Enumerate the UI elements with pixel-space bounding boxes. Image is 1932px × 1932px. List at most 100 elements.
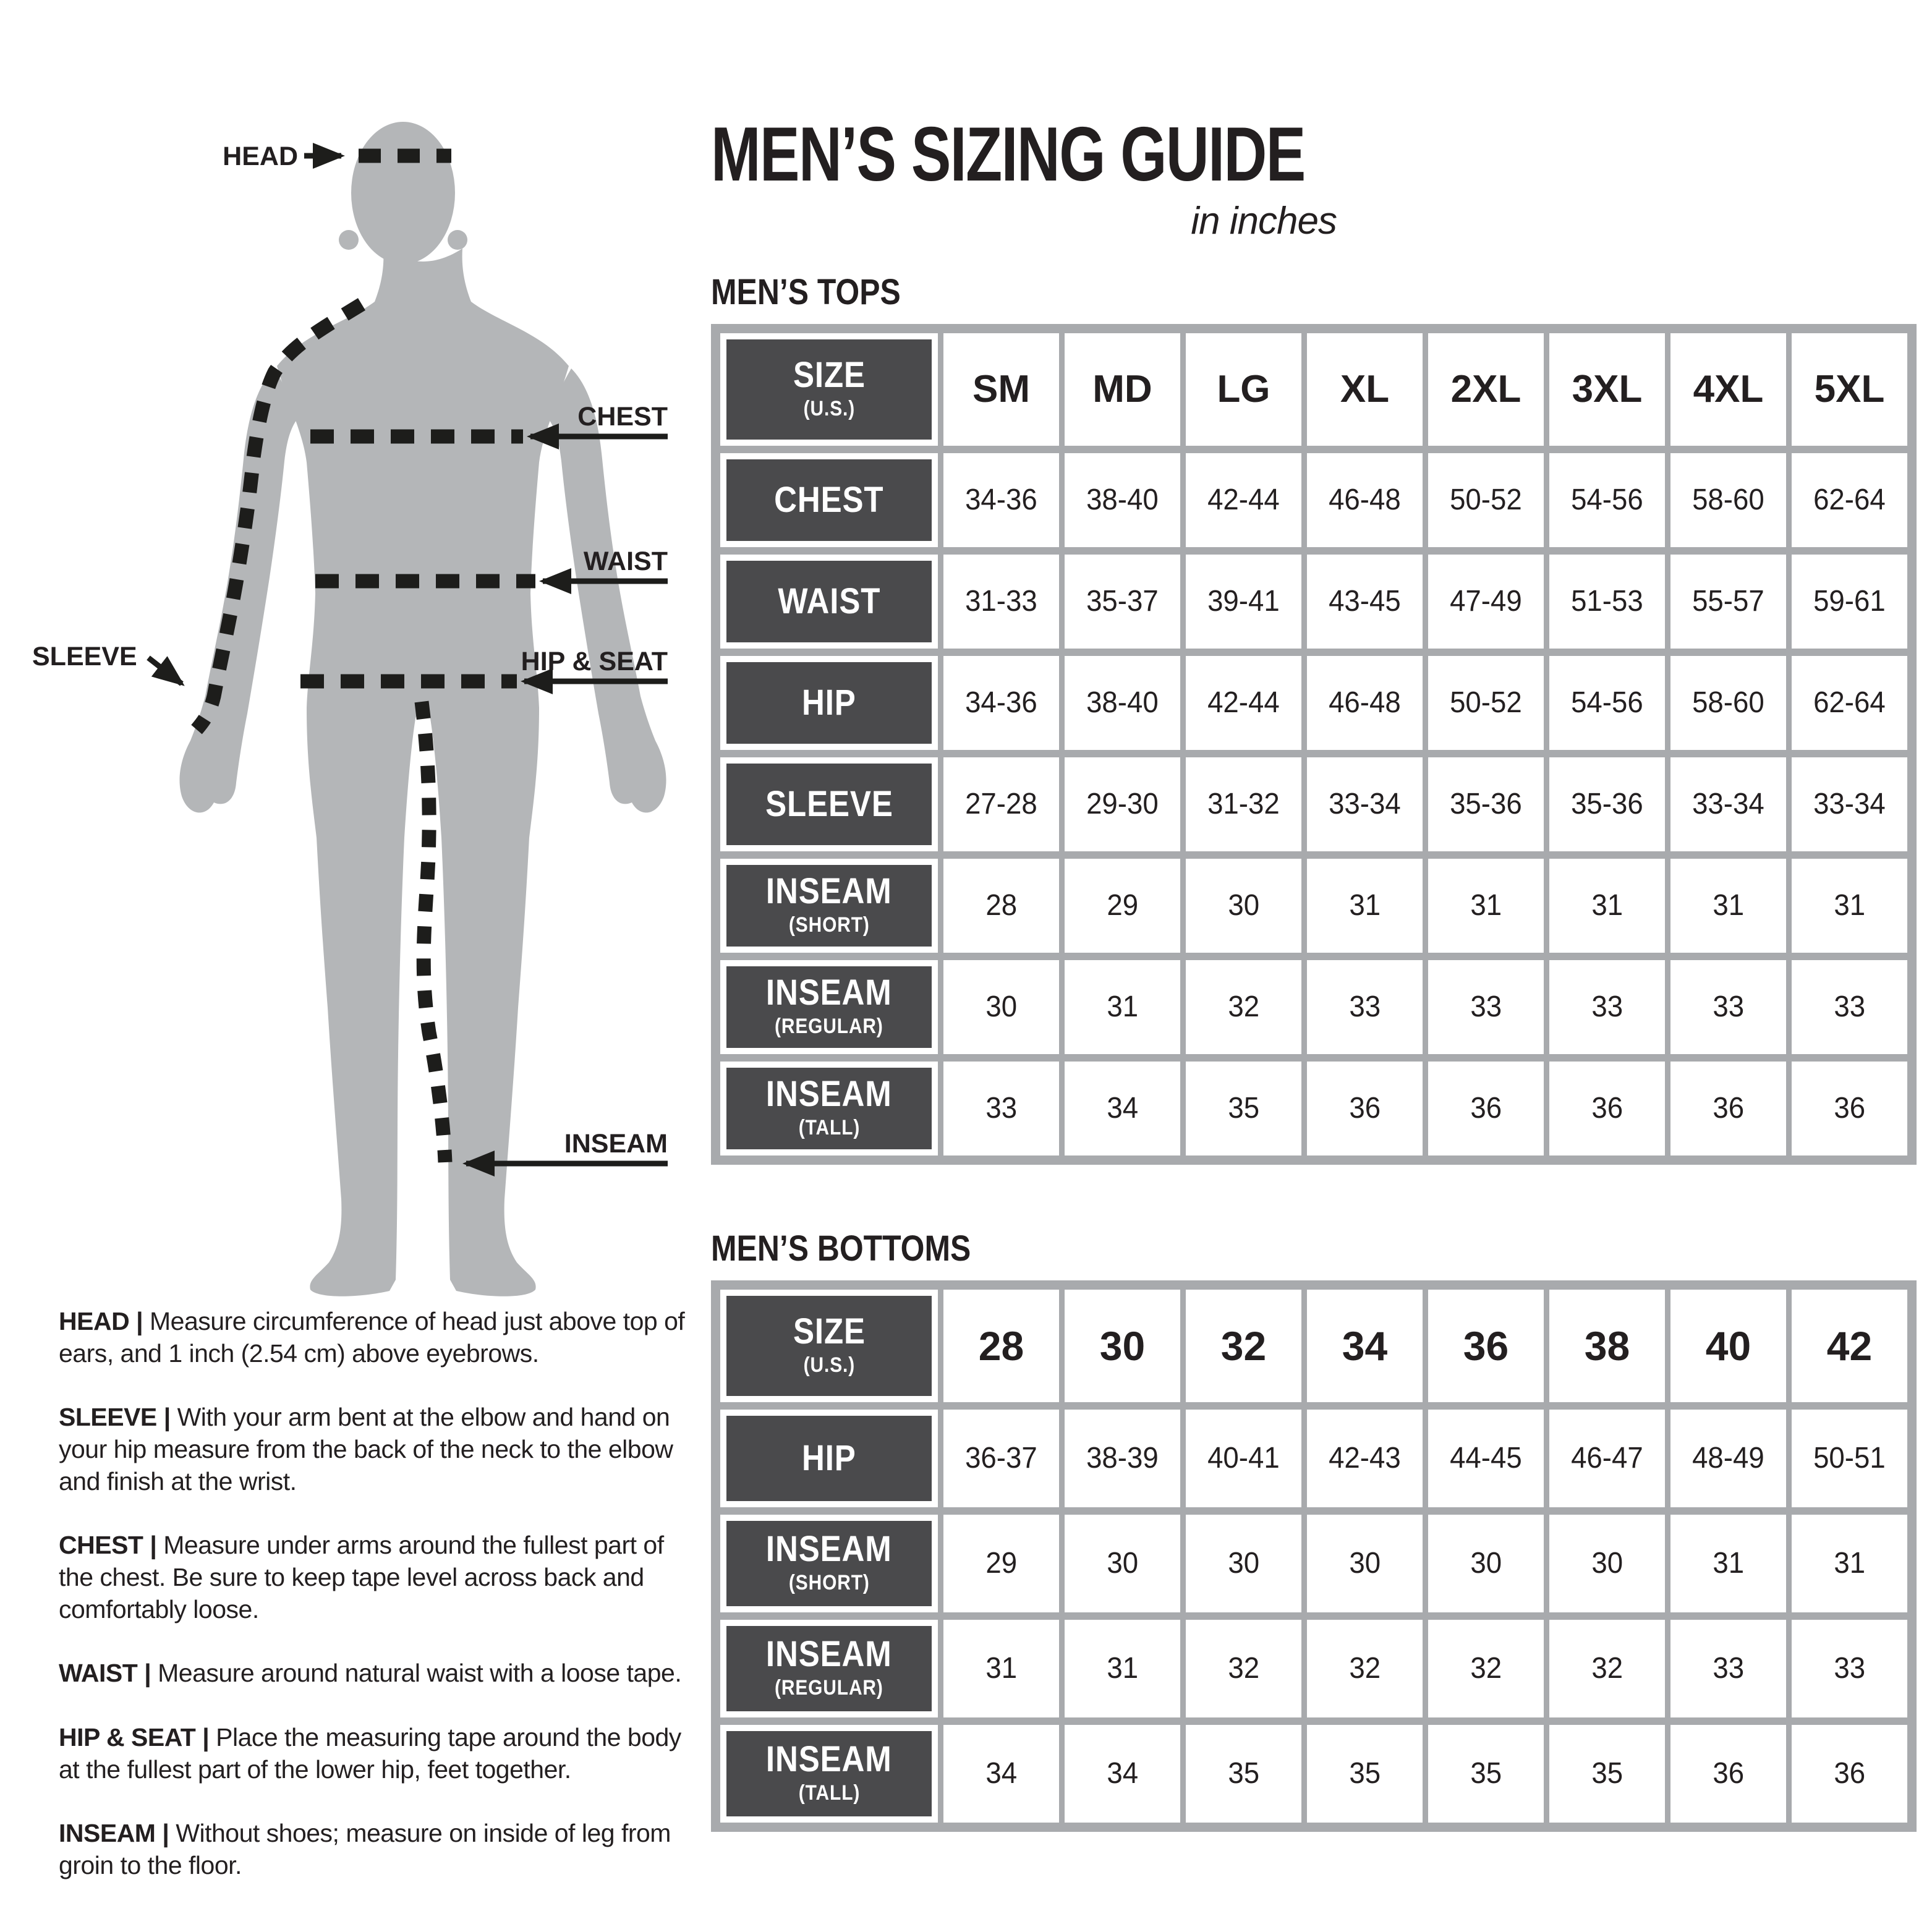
measurement-instructions: HEAD | Measure circumference of head jus… — [59, 1306, 696, 1914]
tops-size-sub-label: (U.S.) — [803, 397, 855, 421]
tops-value-cell: 28 — [943, 858, 1059, 953]
tops-size-column-header: SM — [943, 333, 1059, 446]
bottoms-value-cell: 32 — [1307, 1619, 1423, 1717]
bottoms-value-cell: 32 — [1186, 1619, 1301, 1717]
tops-value-cell: 31-32 — [1186, 757, 1301, 851]
body-measurement-diagram: HEAD CHEST WAIST HIP & SEAT SLEEVE INSEA… — [32, 122, 668, 1296]
tops-size-column-header: LG — [1186, 333, 1301, 446]
tops-value-cell: 33 — [1428, 960, 1544, 1054]
tops-value-cell: 51-53 — [1549, 554, 1665, 649]
bottoms-value-cell: 42-43 — [1307, 1409, 1423, 1507]
tops-value-cell: 47-49 — [1428, 554, 1544, 649]
tops-value-cell: 38-40 — [1065, 655, 1180, 750]
measurement-dashed-lines — [191, 148, 535, 1163]
tops-value-cell: 54-56 — [1549, 453, 1665, 547]
tops-row-label-cell: INSEAM (REGULAR) — [720, 960, 938, 1054]
inseam-dash-line — [414, 700, 453, 1163]
tops-value-cell: 34-36 — [943, 453, 1059, 547]
tops-value-cell: 31 — [1549, 858, 1665, 953]
bottoms-value-cell: 31 — [1670, 1514, 1786, 1612]
tops-size-column-header: MD — [1065, 333, 1180, 446]
tops-value-cell: 31 — [1792, 858, 1907, 953]
bottoms-value-cell: 32 — [1549, 1619, 1665, 1717]
bottoms-value-cell: 30 — [1186, 1514, 1301, 1612]
tops-size-header-cell: SIZE (U.S.) — [720, 333, 938, 446]
diagram-label-waist: WAIST — [584, 547, 668, 576]
tops-value-cell: 33 — [1670, 960, 1786, 1054]
bottoms-value-cell: 35 — [1186, 1724, 1301, 1823]
bottoms-value-cell: 44-45 — [1428, 1409, 1544, 1507]
bottoms-size-column-header: 40 — [1670, 1289, 1786, 1402]
instruction-paragraph: WAIST | Measure around natural waist wit… — [59, 1659, 682, 1688]
bottoms-size-label: SIZE — [793, 1311, 866, 1352]
tops-size-label: SIZE — [793, 355, 866, 396]
tops-size-column-header: 5XL — [1792, 333, 1907, 446]
instruction-paragraph: HIP & SEAT | Place the measuring tape ar… — [59, 1722, 681, 1784]
tops-value-cell: 50-52 — [1428, 453, 1544, 547]
bottoms-size-column-header: 42 — [1792, 1289, 1907, 1402]
sizing-guide-content: MEN’S SIZING GUIDE in inches MEN’S TOPS … — [711, 116, 1917, 1832]
tops-row-label-cell: INSEAM (TALL) — [720, 1061, 938, 1155]
tops-value-cell: 29 — [1065, 858, 1180, 953]
bottoms-value-cell: 32 — [1428, 1619, 1544, 1717]
section-title-mens-bottoms: MEN’S BOTTOMS — [711, 1228, 971, 1269]
bottoms-size-column-header: 28 — [943, 1289, 1059, 1402]
tops-value-cell: 36 — [1792, 1061, 1907, 1155]
tops-value-cell: 43-45 — [1307, 554, 1423, 649]
bottoms-value-cell: 36-37 — [943, 1409, 1059, 1507]
tops-size-column-header: 2XL — [1428, 333, 1544, 446]
bottoms-value-cell: 30 — [1065, 1514, 1180, 1612]
tops-row-label-cell: INSEAM (SHORT) — [720, 858, 938, 953]
label-arrows — [147, 143, 668, 1177]
bottoms-value-cell: 36 — [1670, 1724, 1786, 1823]
tops-value-cell: 54-56 — [1549, 655, 1665, 750]
page-subtitle: in inches — [1191, 199, 1337, 242]
tops-value-cell: 36 — [1549, 1061, 1665, 1155]
tops-value-cell: 31 — [1065, 960, 1180, 1054]
diagram-label-sleeve: SLEEVE — [32, 642, 137, 671]
bottoms-value-cell: 35 — [1549, 1724, 1665, 1823]
bottoms-row-label-cell: INSEAM (SHORT) — [720, 1514, 938, 1612]
tops-value-cell: 33 — [1307, 960, 1423, 1054]
tops-value-cell: 59-61 — [1792, 554, 1907, 649]
bottoms-value-cell: 30 — [1428, 1514, 1544, 1612]
tops-row-label-cell: CHEST — [720, 453, 938, 547]
bottoms-value-cell: 48-49 — [1670, 1409, 1786, 1507]
bottoms-value-cell: 34 — [943, 1724, 1059, 1823]
bottoms-value-cell: 31 — [943, 1619, 1059, 1717]
tops-value-cell: 27-28 — [943, 757, 1059, 851]
tops-value-cell: 50-52 — [1428, 655, 1544, 750]
tops-value-cell: 31 — [1307, 858, 1423, 953]
tops-value-cell: 38-40 — [1065, 453, 1180, 547]
bottoms-value-cell: 30 — [1549, 1514, 1665, 1612]
tops-value-cell: 33 — [943, 1061, 1059, 1155]
tops-value-cell: 58-60 — [1670, 453, 1786, 547]
tops-size-column-header: 4XL — [1670, 333, 1786, 446]
bottoms-size-column-header: 36 — [1428, 1289, 1544, 1402]
tops-value-cell: 33 — [1549, 960, 1665, 1054]
bottoms-row-label-cell: INSEAM (TALL) — [720, 1724, 938, 1823]
tops-value-cell: 33 — [1792, 960, 1907, 1054]
tops-value-cell: 62-64 — [1792, 655, 1907, 750]
instruction-paragraph: CHEST | Measure under arms around the fu… — [59, 1531, 664, 1623]
bottoms-size-column-header: 32 — [1186, 1289, 1301, 1402]
tops-value-cell: 36 — [1428, 1061, 1544, 1155]
bottoms-value-cell: 35 — [1307, 1724, 1423, 1823]
mens-bottoms-table: SIZE (U.S.) 28 30 32 34 36 38 40 42 — [711, 1280, 1917, 1832]
instruction-paragraph: INSEAM | Without shoes; measure on insid… — [59, 1819, 671, 1879]
bottoms-value-cell: 33 — [1792, 1619, 1907, 1717]
bottoms-size-sub-label: (U.S.) — [803, 1353, 855, 1377]
tops-value-cell: 30 — [1186, 858, 1301, 953]
tops-value-cell: 62-64 — [1792, 453, 1907, 547]
bottoms-value-cell: 29 — [943, 1514, 1059, 1612]
bottoms-size-column-header: 38 — [1549, 1289, 1665, 1402]
tops-value-cell: 33-34 — [1792, 757, 1907, 851]
tops-value-cell: 55-57 — [1670, 554, 1786, 649]
tops-value-cell: 30 — [943, 960, 1059, 1054]
instruction-paragraph: SLEEVE | With your arm bent at the elbow… — [59, 1403, 673, 1496]
bottoms-value-cell: 50-51 — [1792, 1409, 1907, 1507]
tops-value-cell: 34-36 — [943, 655, 1059, 750]
tops-value-cell: 46-48 — [1307, 655, 1423, 750]
mens-tops-table: SIZE (U.S.) SM MD LG XL 2XL 3XL 4XL 5XL — [711, 323, 1917, 1165]
bottoms-value-cell: 36 — [1792, 1724, 1907, 1823]
